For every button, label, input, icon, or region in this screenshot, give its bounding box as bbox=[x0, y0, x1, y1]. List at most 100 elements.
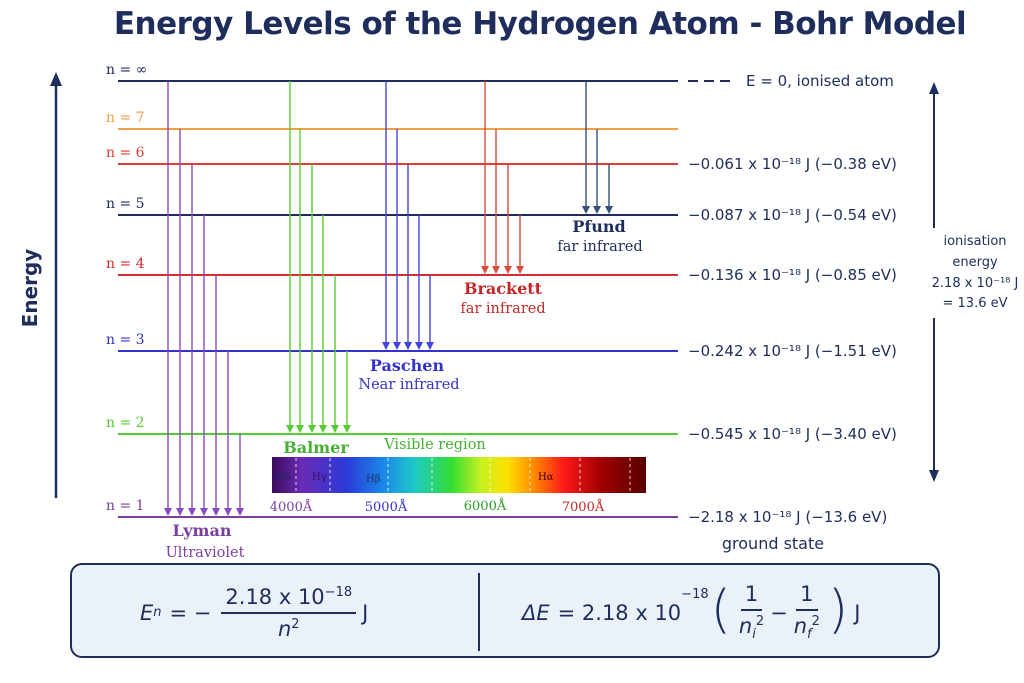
energy-fraction: 2.18 x 10−18 n2 bbox=[221, 584, 357, 641]
wavelength-5000: 5000Å bbox=[365, 499, 408, 515]
series-name-lyman: Lyman bbox=[173, 521, 232, 540]
energy-denominator-exp: 2 bbox=[291, 616, 300, 632]
right-paren: ) bbox=[827, 579, 849, 640]
series-name-pfund: Pfund bbox=[572, 217, 625, 236]
delta-energy-symbol: ΔE bbox=[522, 600, 550, 625]
spectrum-line-h-beta: Hβ bbox=[366, 474, 381, 485]
transition-arrowhead-balmer-3 bbox=[319, 425, 327, 433]
spectrum-line-h-alpha: Hα bbox=[538, 472, 554, 483]
series-name-balmer: Balmer bbox=[283, 438, 349, 457]
formula-divider bbox=[478, 573, 480, 651]
numerator-final: 1 bbox=[796, 582, 818, 612]
transition-arrowhead-paschen-2 bbox=[404, 342, 412, 350]
numerator-initial: 1 bbox=[740, 582, 763, 612]
delta-energy-eq: = 2.18 x 10 bbox=[557, 600, 682, 625]
ionisation-arrow-bottom bbox=[929, 470, 939, 482]
level-energy-n-4: −0.136 x 10⁻¹⁸ J (−0.85 eV) bbox=[688, 266, 897, 284]
transition-arrowhead-paschen-0 bbox=[382, 342, 390, 350]
energy-subscript: n bbox=[153, 605, 162, 620]
transition-arrowhead-pfund-1 bbox=[593, 206, 601, 214]
transition-arrowhead-lyman-0 bbox=[164, 508, 172, 516]
exp-initial: 2 bbox=[755, 614, 765, 630]
level-energy-n-1: −2.18 x 10⁻¹⁸ J (−13.6 eV) bbox=[688, 508, 887, 526]
spectrum-line-h-gamma: Hγ bbox=[312, 472, 327, 483]
level-label-n-6: n = 6 bbox=[106, 145, 145, 161]
level-label-n-5: n = 5 bbox=[106, 196, 145, 212]
transition-arrowhead-balmer-1 bbox=[296, 425, 304, 433]
transition-arrowhead-lyman-2 bbox=[188, 508, 196, 516]
denominator-final: n bbox=[793, 614, 808, 639]
transition-arrowhead-balmer-2 bbox=[308, 425, 316, 433]
ionisation-line1: ionisation bbox=[943, 234, 1006, 249]
transition-arrowhead-paschen-4 bbox=[426, 342, 434, 350]
level-energy-n-5: −0.087 x 10⁻¹⁸ J (−0.54 eV) bbox=[688, 206, 897, 224]
series-sub-balmer: Visible region bbox=[383, 437, 486, 453]
subscript-initial: i bbox=[752, 627, 756, 643]
wavelength-4000: 4000Å bbox=[270, 499, 313, 515]
energy-equals: = − bbox=[169, 600, 212, 625]
series-sub-paschen: Near infrared bbox=[358, 377, 459, 393]
level-energy-n-inf: E = 0, ionised atom bbox=[746, 72, 894, 90]
level-label-n-7: n = 7 bbox=[106, 110, 145, 126]
ionisation-line2: energy bbox=[952, 255, 998, 270]
series-name-paschen: Paschen bbox=[370, 356, 445, 375]
ground-state-label: ground state bbox=[722, 534, 824, 553]
transition-arrowhead-paschen-3 bbox=[415, 342, 423, 350]
series-sub-brackett: far infrared bbox=[460, 301, 545, 317]
minus-sign: − bbox=[770, 600, 788, 625]
delta-energy-unit: J bbox=[854, 600, 861, 625]
transitions bbox=[164, 81, 613, 516]
spectrum-line-h-delta: Hδ bbox=[276, 472, 291, 483]
exp-final: 2 bbox=[811, 614, 820, 630]
transition-arrowhead-lyman-4 bbox=[212, 508, 220, 516]
energy-exponent: −18 bbox=[324, 584, 353, 600]
left-paren: ( bbox=[710, 579, 731, 640]
transition-arrowhead-pfund-2 bbox=[605, 206, 613, 214]
ionisation-line3: 2.18 x 10⁻¹⁸ J bbox=[932, 276, 1019, 291]
level-label-n-2: n = 2 bbox=[106, 415, 145, 431]
transition-arrowhead-paschen-1 bbox=[393, 342, 401, 350]
wavelength-6000: 6000Å bbox=[464, 498, 507, 514]
denominator-initial: n bbox=[738, 614, 753, 639]
level-energy-n-2: −0.545 x 10⁻¹⁸ J (−3.40 eV) bbox=[688, 425, 897, 443]
level-energy-n-3: −0.242 x 10⁻¹⁸ J (−1.51 eV) bbox=[688, 342, 897, 360]
wavelength-7000: 7000Å bbox=[562, 499, 605, 515]
energy-axis-label: Energy bbox=[18, 249, 42, 328]
fraction-final: 1 nf2 bbox=[794, 582, 820, 642]
page-title: Energy Levels of the Hydrogen Atom - Boh… bbox=[113, 6, 967, 42]
energy-unit: J bbox=[362, 600, 369, 625]
delta-energy-formula: ΔE = 2.18 x 10 −18 ( 1 ni2 − 1 nf2 ) J bbox=[522, 565, 860, 660]
transition-arrowhead-lyman-3 bbox=[200, 508, 208, 516]
transition-arrowhead-lyman-6 bbox=[236, 508, 244, 516]
transition-arrowhead-balmer-5 bbox=[343, 425, 351, 433]
energy-levels: n = ∞ E = 0, ionised atom n = 7 n = 6 −0.061… bbox=[106, 62, 897, 526]
transition-arrowhead-lyman-5 bbox=[224, 508, 232, 516]
ionisation-arrow-top bbox=[929, 82, 939, 94]
transition-arrowhead-balmer-0 bbox=[286, 425, 294, 433]
ionisation-line4: = 13.6 eV bbox=[943, 296, 1008, 311]
energy-symbol: E bbox=[140, 600, 154, 625]
transition-arrowhead-brackett-0 bbox=[481, 266, 489, 274]
energy-axis-arrow bbox=[50, 72, 62, 86]
energy-numerator: 2.18 x 10 bbox=[225, 584, 325, 609]
delta-energy-exp: −18 bbox=[681, 587, 709, 602]
transition-arrowhead-brackett-1 bbox=[492, 266, 500, 274]
transition-arrowhead-brackett-2 bbox=[504, 266, 512, 274]
level-label-n-3: n = 3 bbox=[106, 332, 145, 348]
level-label-n-inf: n = ∞ bbox=[106, 62, 147, 78]
transition-arrowhead-pfund-0 bbox=[582, 206, 590, 214]
transition-arrowhead-lyman-1 bbox=[176, 508, 184, 516]
level-label-n-4: n = 4 bbox=[106, 256, 145, 272]
visible-spectrum bbox=[272, 457, 646, 493]
fraction-initial: 1 ni2 bbox=[739, 582, 764, 642]
transition-arrowhead-balmer-4 bbox=[331, 425, 339, 433]
series-name-brackett: Brackett bbox=[464, 279, 543, 298]
level-energy-n-6: −0.061 x 10⁻¹⁸ J (−0.38 eV) bbox=[688, 155, 897, 173]
series-sub-pfund: far infrared bbox=[557, 239, 642, 255]
energy-denominator: n bbox=[277, 616, 292, 641]
subscript-final: f bbox=[807, 627, 812, 643]
level-label-n-1: n = 1 bbox=[106, 498, 145, 514]
transition-arrowhead-brackett-3 bbox=[516, 266, 524, 274]
